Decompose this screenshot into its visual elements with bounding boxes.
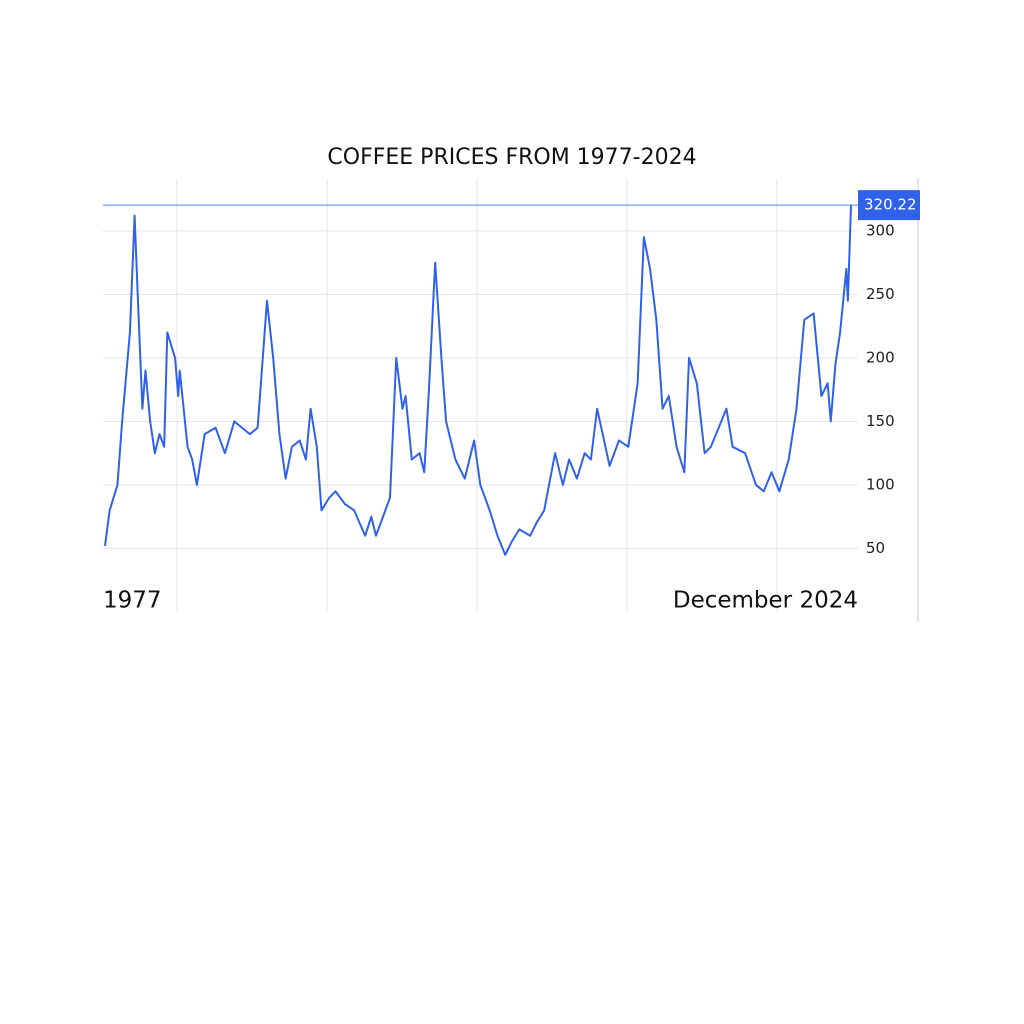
last-value-badge bbox=[858, 190, 920, 221]
price-line bbox=[104, 205, 852, 556]
x-tick-label: 1977 bbox=[103, 588, 162, 614]
y-tick-label: 50 bbox=[866, 539, 885, 557]
y-tick-label: 250 bbox=[866, 285, 895, 303]
y-tick-label: 150 bbox=[866, 412, 895, 430]
y-tick-label: 100 bbox=[866, 475, 895, 493]
last-value-label: 320.22 bbox=[864, 196, 917, 214]
y-tick-label: 200 bbox=[866, 348, 895, 366]
x-tick-label: December 2024 bbox=[673, 588, 858, 614]
chart-title: COFFEE PRICES FROM 1977-2024 bbox=[327, 145, 696, 170]
vertical-grid bbox=[176, 178, 919, 622]
y-tick-label: 300 bbox=[866, 221, 895, 239]
